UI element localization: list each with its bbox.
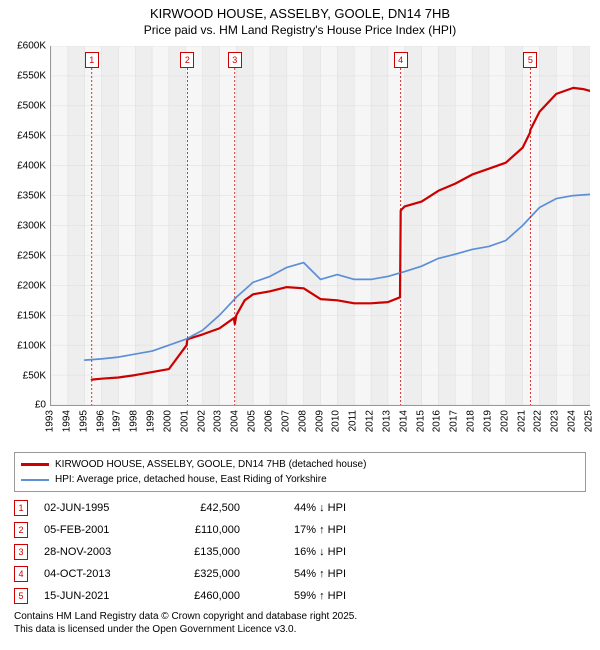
y-axis: £0£50K£100K£150K£200K£250K£300K£350K£400… xyxy=(0,46,48,406)
event-date: 28-NOV-2003 xyxy=(44,546,144,558)
x-tick-label: 2018 xyxy=(466,410,477,432)
event-date: 02-JUN-1995 xyxy=(44,502,144,514)
y-tick-label: £500K xyxy=(17,101,46,112)
event-price: £110,000 xyxy=(160,524,240,536)
footer-line2: This data is licensed under the Open Gov… xyxy=(14,623,586,636)
x-tick-label: 2021 xyxy=(516,410,527,432)
event-delta: 54% ↑ HPI xyxy=(256,568,346,580)
event-row: 5 15-JUN-2021 £460,000 59% ↑ HPI xyxy=(14,588,586,604)
event-delta: 17% ↑ HPI xyxy=(256,524,346,536)
legend: KIRWOOD HOUSE, ASSELBY, GOOLE, DN14 7HB … xyxy=(14,452,586,492)
legend-label: HPI: Average price, detached house, East… xyxy=(55,472,327,487)
y-tick-label: £200K xyxy=(17,280,46,291)
event-date: 15-JUN-2021 xyxy=(44,590,144,602)
event-price: £135,000 xyxy=(160,546,240,558)
x-tick-label: 2002 xyxy=(196,410,207,432)
event-price: £325,000 xyxy=(160,568,240,580)
chart-container: KIRWOOD HOUSE, ASSELBY, GOOLE, DN14 7HB … xyxy=(0,0,600,650)
marker-5: 5 xyxy=(523,52,537,68)
marker-3: 3 xyxy=(228,52,242,68)
x-tick-label: 2024 xyxy=(567,410,578,432)
y-tick-label: £600K xyxy=(17,41,46,52)
x-tick-label: 2011 xyxy=(348,410,359,432)
x-tick-label: 2022 xyxy=(533,410,544,432)
legend-swatch xyxy=(21,479,49,481)
x-tick-label: 2017 xyxy=(449,410,460,432)
event-date: 05-FEB-2001 xyxy=(44,524,144,536)
x-tick-label: 1994 xyxy=(61,410,72,432)
x-axis: 1993199419951996199719981999200020012002… xyxy=(50,406,590,446)
event-price: £460,000 xyxy=(160,590,240,602)
y-tick-label: £150K xyxy=(17,310,46,321)
x-tick-label: 2019 xyxy=(482,410,493,432)
event-row: 2 05-FEB-2001 £110,000 17% ↑ HPI xyxy=(14,522,586,538)
x-tick-label: 2012 xyxy=(365,410,376,432)
x-tick-label: 2010 xyxy=(331,410,342,432)
legend-swatch xyxy=(21,463,49,466)
legend-label: KIRWOOD HOUSE, ASSELBY, GOOLE, DN14 7HB … xyxy=(55,457,366,472)
event-delta: 44% ↓ HPI xyxy=(256,502,346,514)
y-tick-label: £400K xyxy=(17,161,46,172)
event-delta: 59% ↑ HPI xyxy=(256,590,346,602)
x-tick-label: 1999 xyxy=(146,410,157,432)
x-tick-label: 2001 xyxy=(179,410,190,432)
y-tick-label: £300K xyxy=(17,220,46,231)
x-tick-label: 2009 xyxy=(314,410,325,432)
x-tick-label: 2004 xyxy=(230,410,241,432)
x-tick-label: 2007 xyxy=(280,410,291,432)
x-tick-label: 1996 xyxy=(95,410,106,432)
plot-svg xyxy=(51,46,590,405)
event-price: £42,500 xyxy=(160,502,240,514)
footer-line1: Contains HM Land Registry data © Crown c… xyxy=(14,610,586,623)
x-tick-label: 2015 xyxy=(415,410,426,432)
event-marker: 5 xyxy=(14,588,28,604)
event-marker: 2 xyxy=(14,522,28,538)
y-tick-label: £100K xyxy=(17,340,46,351)
event-date: 04-OCT-2013 xyxy=(44,568,144,580)
title-sub: Price paid vs. HM Land Registry's House … xyxy=(0,23,600,39)
x-tick-label: 1993 xyxy=(45,410,56,432)
x-tick-label: 2025 xyxy=(584,410,595,432)
event-marker: 1 xyxy=(14,500,28,516)
legend-item: HPI: Average price, detached house, East… xyxy=(21,472,579,487)
legend-item: KIRWOOD HOUSE, ASSELBY, GOOLE, DN14 7HB … xyxy=(21,457,579,472)
x-tick-label: 1998 xyxy=(129,410,140,432)
marker-1: 1 xyxy=(85,52,99,68)
event-marker: 4 xyxy=(14,566,28,582)
y-tick-label: £550K xyxy=(17,71,46,82)
events-table: 1 02-JUN-1995 £42,500 44% ↓ HPI 2 05-FEB-2001… xyxy=(14,500,586,604)
title-block: KIRWOOD HOUSE, ASSELBY, GOOLE, DN14 7HB … xyxy=(0,0,600,38)
event-row: 1 02-JUN-1995 £42,500 44% ↓ HPI xyxy=(14,500,586,516)
x-tick-label: 2008 xyxy=(297,410,308,432)
x-tick-label: 2020 xyxy=(499,410,510,432)
x-tick-label: 1997 xyxy=(112,410,123,432)
marker-4: 4 xyxy=(394,52,408,68)
x-tick-label: 2016 xyxy=(432,410,443,432)
event-delta: 16% ↓ HPI xyxy=(256,546,346,558)
event-marker: 3 xyxy=(14,544,28,560)
y-tick-label: £50K xyxy=(23,370,46,381)
event-row: 4 04-OCT-2013 £325,000 54% ↑ HPI xyxy=(14,566,586,582)
event-row: 3 28-NOV-2003 £135,000 16% ↓ HPI xyxy=(14,544,586,560)
x-tick-label: 2005 xyxy=(247,410,258,432)
y-tick-label: £250K xyxy=(17,250,46,261)
title-main: KIRWOOD HOUSE, ASSELBY, GOOLE, DN14 7HB xyxy=(0,6,600,23)
y-tick-label: £450K xyxy=(17,131,46,142)
marker-2: 2 xyxy=(180,52,194,68)
x-tick-label: 1995 xyxy=(78,410,89,432)
chart-area: £0£50K£100K£150K£200K£250K£300K£350K£400… xyxy=(50,46,590,406)
x-tick-label: 2013 xyxy=(381,410,392,432)
x-tick-label: 2003 xyxy=(213,410,224,432)
x-tick-label: 2014 xyxy=(398,410,409,432)
footer: Contains HM Land Registry data © Crown c… xyxy=(14,610,586,636)
x-tick-label: 2000 xyxy=(162,410,173,432)
x-tick-label: 2006 xyxy=(263,410,274,432)
plot-area: 1 2 3 4 5 xyxy=(50,46,590,406)
x-tick-label: 2023 xyxy=(550,410,561,432)
y-tick-label: £350K xyxy=(17,191,46,202)
